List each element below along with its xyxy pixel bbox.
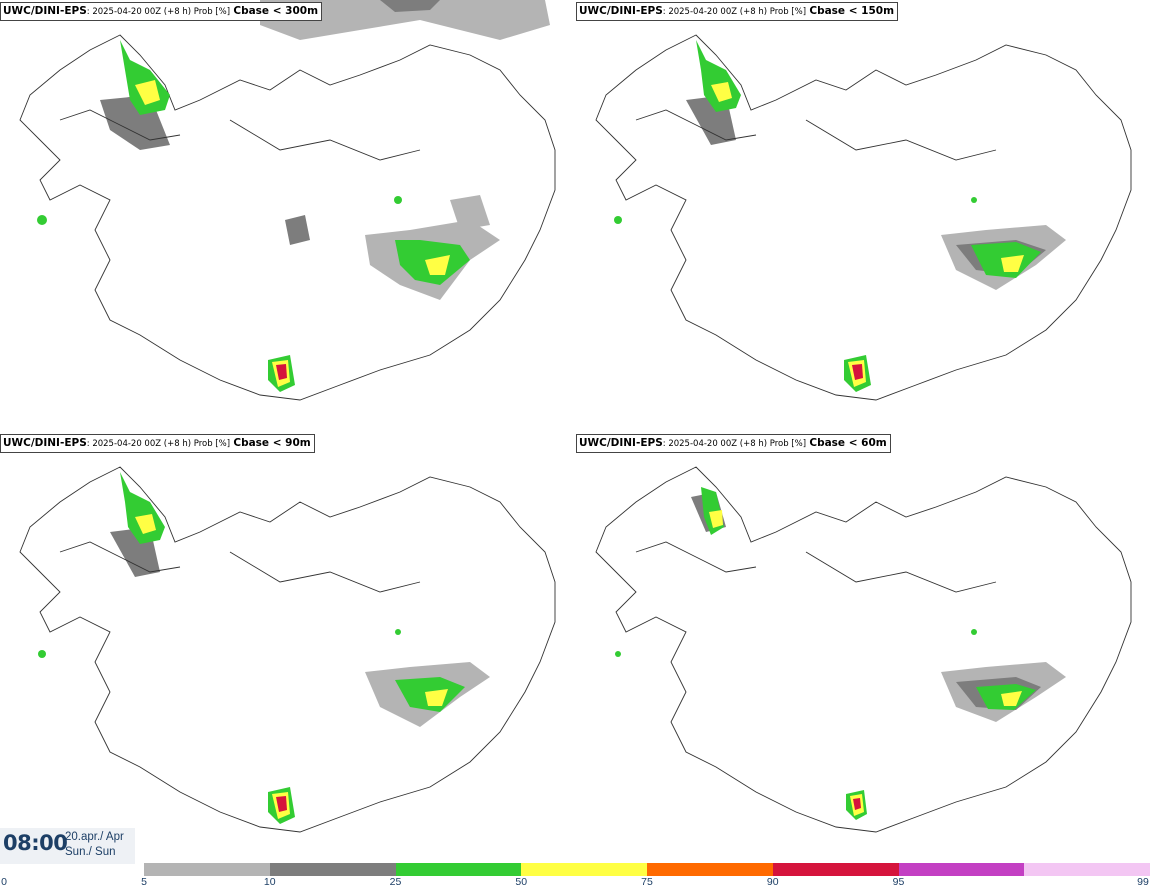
probability-color-legend: [144, 863, 1150, 876]
legend-tick-label: 90: [766, 876, 779, 888]
legend-tick-label: 95: [892, 876, 905, 888]
parameter-label: Cbase < 90m: [233, 437, 311, 449]
map-panel-60m: UWC/DINI-EPS: 2025-04-20 00Z (+8 h) Prob…: [576, 432, 1150, 864]
run-info: : 2025-04-20 00Z (+8 h) Prob [%]: [86, 7, 231, 17]
coastline: [595, 466, 1132, 833]
valid-time-date: 20.apr./ Apr Sun./ Sun: [65, 830, 124, 860]
model-name: UWC/DINI-EPS: [579, 437, 663, 449]
legend-swatch: [395, 863, 522, 876]
run-info: : 2025-04-20 00Z (+8 h) Prob [%]: [662, 7, 807, 17]
map-panel-90m: UWC/DINI-EPS: 2025-04-20 00Z (+8 h) Prob…: [0, 432, 574, 864]
parameter-label: Cbase < 60m: [809, 437, 887, 449]
panel-title: UWC/DINI-EPS: 2025-04-20 00Z (+8 h) Prob…: [0, 434, 315, 453]
panel-title: UWC/DINI-EPS: 2025-04-20 00Z (+8 h) Prob…: [576, 434, 891, 453]
legend-swatch: [144, 863, 270, 876]
parameter-label: Cbase < 300m: [233, 5, 319, 17]
legend-swatch: [772, 863, 899, 876]
legend-tick-label: 10: [263, 876, 276, 888]
iceland-map: [595, 34, 1132, 401]
panel-title: UWC/DINI-EPS: 2025-04-20 00Z (+8 h) Prob…: [576, 2, 899, 21]
legend-tick-label: 5: [141, 876, 147, 888]
legend-swatch: [521, 863, 648, 876]
probability-cores: [37, 40, 470, 392]
legend-swatch: [647, 863, 773, 876]
legend-swatch: [898, 863, 1025, 876]
valid-time-box: 08:00 20.apr./ Apr Sun./ Sun: [0, 828, 135, 864]
coastline: [595, 34, 1132, 401]
probability-cores: [614, 40, 1041, 392]
model-name: UWC/DINI-EPS: [579, 5, 663, 17]
coastline: [19, 34, 556, 401]
panel-title: UWC/DINI-EPS: 2025-04-20 00Z (+8 h) Prob…: [0, 2, 323, 21]
iceland-map: [595, 466, 1132, 833]
model-name: UWC/DINI-EPS: [3, 5, 87, 17]
valid-weekday-line: Sun./ Sun: [65, 846, 116, 858]
legend-tick-label: 25: [389, 876, 402, 888]
legend-tick-label: 99: [1137, 876, 1149, 888]
run-info: : 2025-04-20 00Z (+8 h) Prob [%]: [662, 439, 807, 449]
valid-time-clock: 08:00: [3, 831, 68, 855]
iceland-map: [19, 0, 556, 401]
probability-shading: [100, 0, 550, 300]
valid-date-line: 20.apr./ Apr: [65, 831, 124, 843]
legend-swatch: [269, 863, 396, 876]
coastline: [19, 466, 556, 833]
legend-tick-label: 75: [641, 876, 653, 888]
legend-swatch: [1024, 863, 1150, 876]
run-info: : 2025-04-20 00Z (+8 h) Prob [%]: [86, 439, 231, 449]
model-name: UWC/DINI-EPS: [3, 437, 87, 449]
parameter-label: Cbase < 150m: [809, 5, 895, 17]
legend-tick-label: 50: [515, 876, 528, 888]
map-panel-300m: UWC/DINI-EPS: 2025-04-20 00Z (+8 h) Prob…: [0, 0, 574, 432]
legend-tick-label: 0: [1, 876, 7, 888]
map-panel-150m: UWC/DINI-EPS: 2025-04-20 00Z (+8 h) Prob…: [576, 0, 1150, 432]
probability-cores: [615, 487, 1036, 820]
iceland-map: [19, 466, 556, 833]
probability-cores: [38, 472, 465, 824]
